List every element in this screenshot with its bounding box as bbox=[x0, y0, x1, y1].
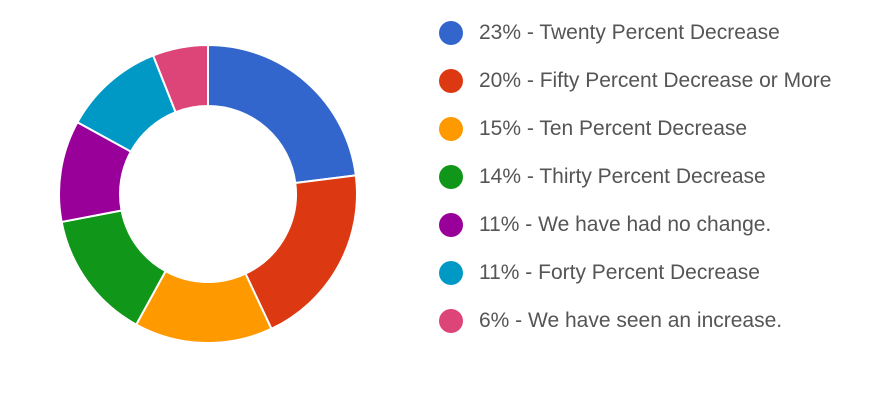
legend-swatch-twenty-percent-decrease bbox=[439, 21, 463, 45]
donut-slice-twenty-percent-decrease[interactable] bbox=[207, 43, 357, 185]
chart-legend: 23% - Twenty Percent Decrease 20% - Fift… bbox=[439, 17, 859, 353]
donut-chart bbox=[58, 43, 358, 344]
legend-label-increase: 6% - We have seen an increase. bbox=[479, 309, 783, 332]
legend-item-no-change[interactable]: 11% - We have had no change. bbox=[439, 209, 859, 241]
legend-label-twenty-percent-decrease: 23% - Twenty Percent Decrease bbox=[479, 21, 780, 44]
legend-item-twenty-percent-decrease[interactable]: 23% - Twenty Percent Decrease bbox=[439, 17, 859, 49]
legend-swatch-ten-percent-decrease bbox=[439, 117, 463, 141]
legend-item-thirty-percent-decrease[interactable]: 14% - Thirty Percent Decrease bbox=[439, 161, 859, 193]
legend-item-increase[interactable]: 6% - We have seen an increase. bbox=[439, 305, 859, 337]
donut-slice-fifty-percent-decrease[interactable] bbox=[244, 174, 358, 331]
donut-slice-increase[interactable] bbox=[151, 43, 209, 114]
legend-label-forty-percent-decrease: 11% - Forty Percent Decrease bbox=[479, 261, 760, 284]
legend-swatch-increase bbox=[439, 309, 463, 333]
legend-label-fifty-percent-decrease: 20% - Fifty Percent Decrease or More bbox=[479, 69, 832, 92]
legend-item-fifty-percent-decrease[interactable]: 20% - Fifty Percent Decrease or More bbox=[439, 65, 859, 97]
legend-item-ten-percent-decrease[interactable]: 15% - Ten Percent Decrease bbox=[439, 113, 859, 145]
legend-label-no-change: 11% - We have had no change. bbox=[479, 213, 772, 236]
legend-swatch-thirty-percent-decrease bbox=[439, 165, 463, 189]
legend-label-thirty-percent-decrease: 14% - Thirty Percent Decrease bbox=[479, 165, 766, 188]
legend-item-forty-percent-decrease[interactable]: 11% - Forty Percent Decrease bbox=[439, 257, 859, 289]
legend-swatch-forty-percent-decrease bbox=[439, 261, 463, 285]
legend-swatch-no-change bbox=[439, 213, 463, 237]
legend-label-ten-percent-decrease: 15% - Ten Percent Decrease bbox=[479, 117, 748, 140]
legend-swatch-fifty-percent-decrease bbox=[439, 69, 463, 93]
